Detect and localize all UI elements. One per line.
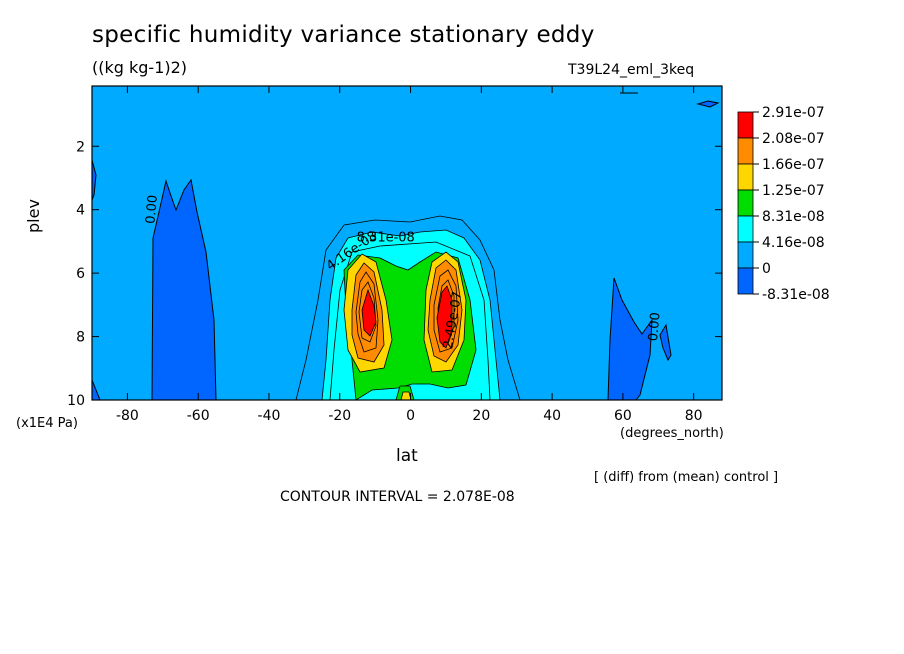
diff-note: [ (diff) from (mean) control ] bbox=[594, 470, 779, 485]
y-axis-units: (x1E4 Pa) bbox=[16, 416, 78, 431]
contour-label: 0.00 bbox=[143, 194, 160, 224]
plot-area: 0.000.004.16e-088.31e-082.49e-07 bbox=[91, 85, 723, 401]
x-tick-label: 0 bbox=[406, 408, 415, 424]
legend-label: 0 bbox=[762, 261, 771, 277]
x-axis: -80 -60 -40 -20 0 20 40 60 80 bbox=[116, 86, 703, 424]
legend-swatch bbox=[737, 163, 754, 191]
y-axis: 2 4 6 8 10 bbox=[67, 139, 722, 409]
legend-swatch bbox=[737, 215, 754, 243]
legend-swatch bbox=[737, 137, 754, 165]
experiment-id: T39L24_eml_3keq bbox=[568, 62, 695, 78]
x-tick-label: 40 bbox=[543, 408, 561, 424]
legend-label: -8.31e-08 bbox=[762, 287, 830, 303]
outer-contour bbox=[295, 215, 521, 401]
y-tick-label: 4 bbox=[76, 203, 85, 219]
negative-region-south bbox=[151, 178, 217, 401]
legend: 2.91e-07 2.08e-07 1.66e-07 1.25e-07 8.31e-08… bbox=[737, 105, 830, 303]
y-tick-label: 6 bbox=[76, 266, 85, 282]
negative-region-top-right bbox=[696, 100, 720, 108]
south-orange-contour1 bbox=[355, 271, 379, 353]
x-axis-units: (degrees_north) bbox=[620, 426, 724, 441]
legend-label: 1.25e-07 bbox=[762, 183, 825, 199]
x-tick-label: -20 bbox=[328, 408, 351, 424]
north-red bbox=[436, 285, 453, 349]
contour-label: 8.31e-08 bbox=[357, 230, 415, 245]
legend-swatch bbox=[737, 241, 754, 269]
y-tick-label: 10 bbox=[67, 393, 85, 409]
x-tick-label: 60 bbox=[614, 408, 632, 424]
south-red bbox=[361, 288, 377, 337]
x-tick-label: -80 bbox=[116, 408, 139, 424]
legend-label: 2.91e-07 bbox=[762, 105, 825, 121]
negative-region-north-blob bbox=[659, 323, 672, 362]
contour-label: 0.00 bbox=[646, 312, 663, 342]
y-tick-label: 2 bbox=[76, 139, 85, 155]
plot-frame bbox=[91, 85, 723, 401]
negative-region-north bbox=[607, 277, 653, 401]
legend-swatch bbox=[737, 111, 754, 139]
legend-label: 8.31e-08 bbox=[762, 209, 825, 225]
chart-units: ((kg kg-1)2) bbox=[92, 58, 188, 77]
legend-label: 2.08e-07 bbox=[762, 131, 825, 147]
cyan-inner-contour bbox=[329, 241, 491, 401]
contour-interval: CONTOUR INTERVAL = 2.078E-08 bbox=[280, 489, 515, 505]
x-tick-label: -40 bbox=[258, 408, 281, 424]
legend-label: 4.16e-08 bbox=[762, 235, 825, 251]
x-tick-label: 20 bbox=[472, 408, 490, 424]
legend-swatch bbox=[737, 189, 754, 217]
north-orange-contour1 bbox=[433, 269, 459, 353]
x-tick-label: -60 bbox=[187, 408, 210, 424]
bottom-notch-yellow bbox=[400, 391, 412, 401]
chart-title: specific humidity variance stationary ed… bbox=[92, 22, 595, 48]
y-tick-label: 8 bbox=[76, 330, 85, 346]
legend-swatch bbox=[737, 267, 754, 295]
legend-label: 1.66e-07 bbox=[762, 157, 825, 173]
x-tick-label: 80 bbox=[685, 408, 703, 424]
x-axis-label: lat bbox=[396, 446, 418, 466]
